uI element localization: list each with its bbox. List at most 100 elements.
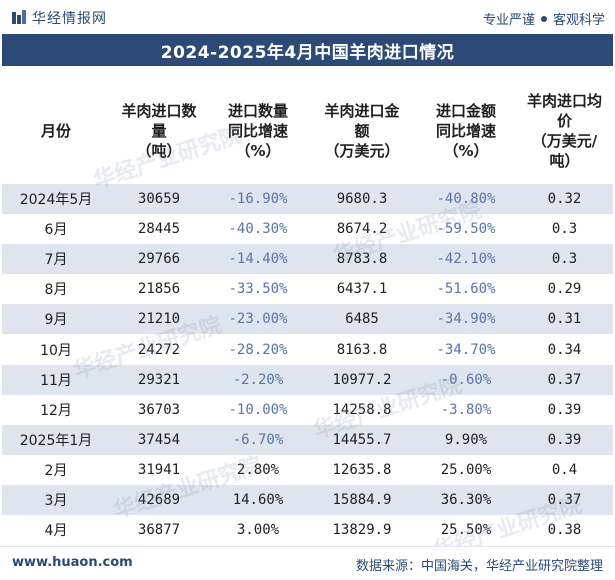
column-header: 羊肉进口数量 （吨） bbox=[110, 78, 208, 184]
cell-qty-yoy: -16.90% bbox=[228, 191, 288, 208]
table-row: 9月 21210 -23.00% 6485 -34.90% 0.31 bbox=[2, 304, 613, 335]
footer: www.huaon.com 数据来源：中国海关，华经产业研究院整理 bbox=[0, 546, 615, 580]
cell-amount: 13829.9 bbox=[332, 522, 392, 539]
column-header-line: （万美元/ bbox=[531, 132, 598, 150]
cell-price: 0.38 bbox=[547, 522, 582, 539]
cell-amount-yoy: -3.80% bbox=[440, 401, 492, 418]
cell-amount: 14258.8 bbox=[332, 401, 392, 418]
cell-qty-yoy: -23.00% bbox=[228, 311, 288, 328]
cell-amount: 10977.2 bbox=[332, 371, 392, 388]
cell-amount-yoy: 25.50% bbox=[440, 522, 492, 539]
cell-qty: 29321 bbox=[137, 371, 181, 388]
cell-amount-yoy: -34.70% bbox=[436, 341, 496, 358]
cell-month: 12月 bbox=[40, 402, 72, 419]
cell-price: 0.37 bbox=[547, 491, 582, 508]
column-header-line: 羊肉进口数 bbox=[121, 102, 197, 120]
dot-icon bbox=[540, 15, 547, 22]
cell-qty-yoy: 3.00% bbox=[236, 522, 280, 539]
cell-qty: 42689 bbox=[137, 491, 181, 508]
table-row: 8月 21856 -33.50% 6437.1 -51.60% 0.29 bbox=[2, 274, 613, 305]
cell-amount: 15884.9 bbox=[332, 491, 392, 508]
cell-price: 0.39 bbox=[547, 431, 582, 448]
cell-month: 2025年1月 bbox=[19, 432, 93, 449]
cell-qty-yoy: -10.00% bbox=[228, 401, 288, 418]
cell-month: 4月 bbox=[44, 523, 68, 540]
cell-amount-yoy: -42.10% bbox=[436, 251, 496, 268]
cell-amount-yoy: 25.00% bbox=[440, 461, 492, 478]
cell-qty-yoy: -2.20% bbox=[232, 371, 284, 388]
cell-qty-yoy: 2.80% bbox=[236, 461, 280, 478]
column-header: 羊肉进口均价 （万美元/吨） bbox=[516, 78, 613, 184]
cell-month: 2月 bbox=[44, 462, 68, 479]
cell-month: 11月 bbox=[40, 372, 72, 389]
cell-qty: 21210 bbox=[137, 311, 181, 328]
column-header-line: 羊肉进口金 bbox=[324, 102, 400, 120]
cell-month: 3月 bbox=[44, 492, 68, 509]
cell-price: 0.31 bbox=[547, 311, 582, 328]
cell-qty-yoy: -33.50% bbox=[228, 281, 288, 298]
cell-qty: 30659 bbox=[137, 191, 181, 208]
cell-month: 6月 bbox=[44, 222, 68, 239]
cell-amount: 8163.8 bbox=[336, 341, 388, 358]
column-header-line: （吨） bbox=[136, 142, 182, 160]
column-header-line: （%） bbox=[443, 142, 489, 160]
table-row: 7月 29766 -14.40% 8783.8 -42.10% 0.3 bbox=[2, 244, 613, 275]
cell-price: 0.37 bbox=[547, 371, 582, 388]
table-row: 12月 36703 -10.00% 14258.8 -3.80% 0.39 bbox=[2, 394, 613, 425]
cell-amount: 9680.3 bbox=[336, 191, 388, 208]
cell-amount-yoy: -34.90% bbox=[436, 311, 496, 328]
cell-qty-yoy: -6.70% bbox=[232, 431, 284, 448]
table-row: 2025年1月 37454 -6.70% 14455.7 9.90% 0.39 bbox=[2, 424, 613, 455]
cell-qty: 24272 bbox=[137, 341, 181, 358]
table-row: 6月 28445 -40.30% 8674.2 -59.50% 0.3 bbox=[2, 214, 613, 245]
cell-amount: 12635.8 bbox=[332, 461, 392, 478]
cell-qty-yoy: -14.40% bbox=[228, 251, 288, 268]
cell-amount: 8783.8 bbox=[336, 251, 388, 268]
cell-price: 0.3 bbox=[551, 221, 578, 238]
cell-price: 0.29 bbox=[547, 281, 582, 298]
cell-amount-yoy: 36.30% bbox=[440, 491, 492, 508]
cell-price: 0.39 bbox=[547, 401, 582, 418]
table-row: 2024年5月 30659 -16.90% 9680.3 -40.80% 0.32 bbox=[2, 184, 613, 215]
huajing-logo-icon bbox=[12, 10, 26, 24]
column-header-line: 额 bbox=[354, 122, 370, 140]
cell-qty: 31941 bbox=[137, 461, 181, 478]
cell-qty: 37454 bbox=[137, 431, 181, 448]
table-row: 2月 31941 2.80% 12635.8 25.00% 0.4 bbox=[2, 454, 613, 485]
cell-amount-yoy: -51.60% bbox=[436, 281, 496, 298]
column-header: 进口金额同比增速 （%） bbox=[416, 78, 516, 184]
brand: 华经情报网 bbox=[12, 8, 107, 28]
table-row: 10月 24272 -28.20% 8163.8 -34.70% 0.34 bbox=[2, 334, 613, 365]
column-header-line: （万美元） bbox=[324, 142, 400, 160]
column-header-line: 月份 bbox=[40, 122, 71, 140]
cell-qty: 21856 bbox=[137, 281, 181, 298]
column-header-line: 量 bbox=[151, 122, 167, 140]
column-header-line: 进口金额 bbox=[435, 102, 496, 120]
data-source: 数据来源：中国海关，华经产业研究院整理 bbox=[355, 559, 603, 574]
cell-amount-yoy: 9.90% bbox=[444, 431, 488, 448]
table-row: 11月 29321 -2.20% 10977.2 -0.60% 0.37 bbox=[2, 364, 613, 395]
cell-amount: 6437.1 bbox=[336, 281, 388, 298]
column-header: 月份 bbox=[2, 78, 110, 184]
column-header-line: 同比增速 bbox=[227, 122, 288, 140]
column-header-line: 羊肉进口均 bbox=[526, 92, 602, 110]
cell-month: 2024年5月 bbox=[19, 192, 93, 209]
cell-qty-yoy: -40.30% bbox=[228, 221, 288, 238]
site-url: www.huaon.com bbox=[12, 555, 133, 570]
cell-qty: 36703 bbox=[137, 401, 181, 418]
cell-qty: 28445 bbox=[137, 221, 181, 238]
table-row: 4月 36877 3.00% 13829.9 25.50% 0.38 bbox=[2, 515, 613, 546]
import-table: 月份 羊肉进口数量 （吨） 进口数量 同比增速 （%） 羊肉进口金额 （万美元） 进口金额同比增… bbox=[2, 78, 613, 546]
top-bar: 华经情报网 专业严谨 客观科学 bbox=[0, 0, 615, 34]
tagline-left: 专业严谨 bbox=[482, 13, 535, 28]
column-header: 羊肉进口金额 （万美元） bbox=[308, 78, 416, 184]
cell-amount-yoy: -59.50% bbox=[436, 221, 496, 238]
title-bar: 2024-2025年4月中国羊肉进口情况 bbox=[2, 34, 613, 66]
cell-month: 7月 bbox=[44, 252, 68, 269]
cell-qty-yoy: -28.20% bbox=[228, 341, 288, 358]
brand-name: 华经情报网 bbox=[32, 11, 107, 27]
cell-price: 0.32 bbox=[547, 191, 582, 208]
column-header-line: 同比增速 bbox=[435, 122, 496, 140]
cell-amount: 8674.2 bbox=[336, 221, 388, 238]
column-header: 进口数量 同比增速 （%） bbox=[208, 78, 308, 184]
